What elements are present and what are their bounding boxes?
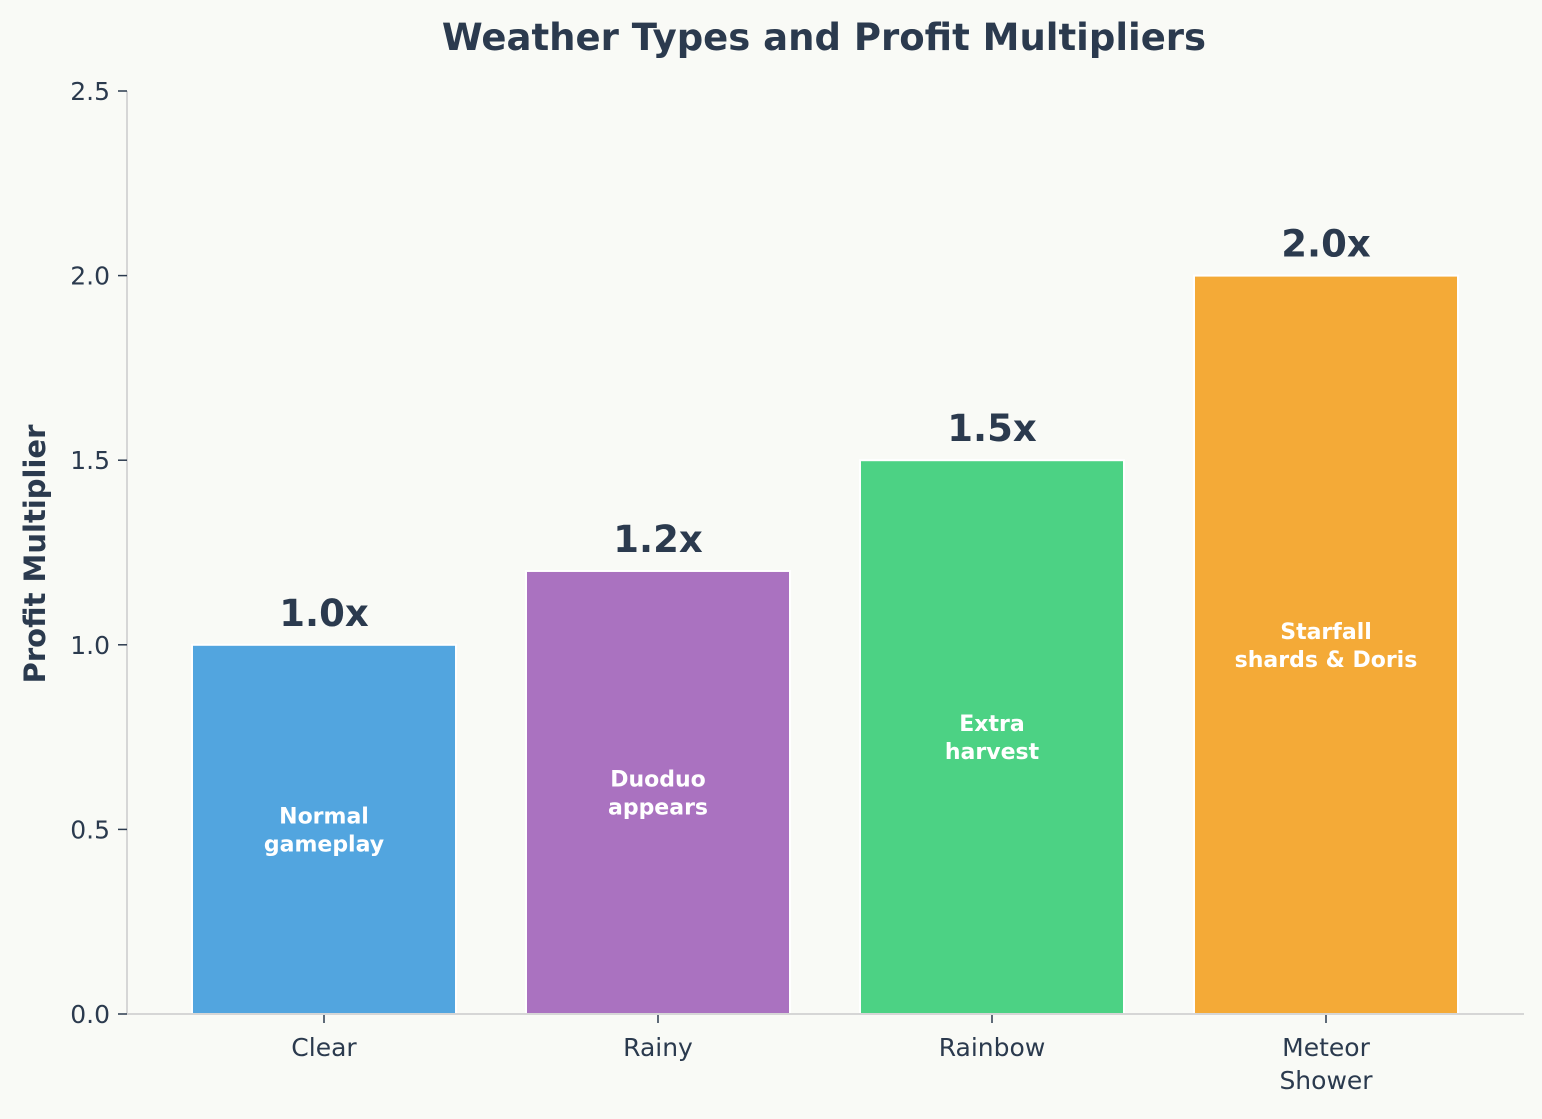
bar-0 [191,643,457,1015]
y-tick-label-0: 0.0 [70,1000,110,1029]
value-label-0: 1.0x [279,592,369,635]
bar-annotation-3-0: Starfall [1280,620,1372,645]
x-tick-label-2-0: Rainbow [939,1033,1046,1062]
bar-annotation-3-1: shards & Doris [1235,648,1418,673]
bar-annotation-1-1: appears [608,795,708,820]
bar-2 [859,459,1125,1015]
y-axis-label: Profit Multiplier [18,424,52,683]
x-tick-label-0-0: Clear [291,1033,357,1062]
y-tick-label-3: 1.5 [70,446,110,475]
y-tick-label-2: 1.0 [70,631,110,660]
x-tick-label-3-1: Shower [1279,1066,1373,1095]
bar-annotation-1-0: Duoduo [610,767,706,792]
y-tick-label-5: 2.5 [70,77,110,106]
bar-annotation-2-1: harvest [945,740,1040,765]
x-tick-label-1-0: Rainy [623,1033,693,1062]
chart-title: Weather Types and Profit Multipliers [442,16,1206,59]
bar-annotation-0-0: Normal [279,804,369,829]
x-tick-label-3-0: Meteor [1282,1033,1370,1062]
value-label-2: 1.5x [947,407,1037,450]
bar-3 [1193,274,1459,1016]
value-label-3: 2.0x [1281,223,1371,266]
bar-annotation-0-1: gameplay [264,832,384,857]
axes-layer [118,90,1524,1023]
bars-layer [191,274,1459,1016]
y-tick-label-4: 2.0 [70,262,110,291]
bar-1 [525,569,791,1016]
labels-layer: 1.0x Normal gameplay Clear 1.2x Duoduo appears… [70,77,1417,1095]
y-tick-label-1: 0.5 [70,815,110,844]
bar-annotation-2-0: Extra [959,712,1024,737]
value-label-1: 1.2x [613,518,703,561]
